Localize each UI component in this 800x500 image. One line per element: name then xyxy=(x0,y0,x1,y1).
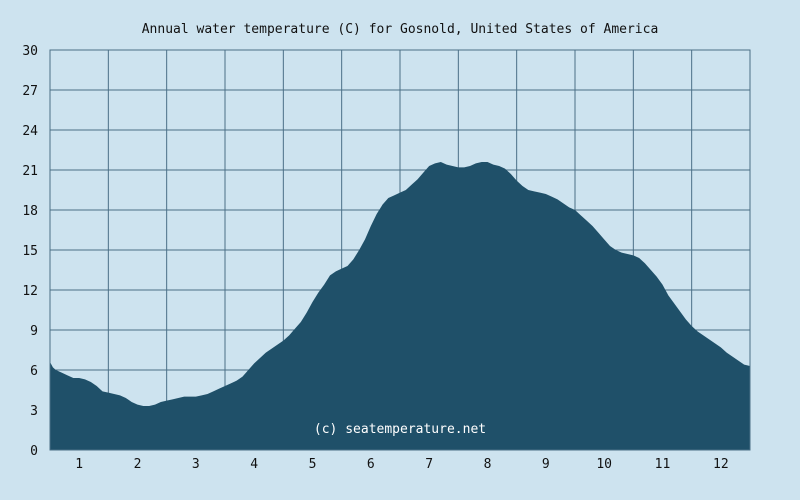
y-tick-label-24: 24 xyxy=(22,124,38,139)
x-tick-label-8: 8 xyxy=(484,457,492,472)
y-tick-label-6: 6 xyxy=(30,364,38,379)
plot-border xyxy=(49,49,751,451)
y-tick-label-0: 0 xyxy=(30,444,38,459)
x-tick-label-4: 4 xyxy=(250,457,258,472)
area-layer xyxy=(50,162,750,450)
y-tick-label-3: 3 xyxy=(30,404,38,419)
x-tick-label-5: 5 xyxy=(309,457,317,472)
x-tick-label-7: 7 xyxy=(425,457,433,472)
y-tick-label-21: 21 xyxy=(22,164,38,179)
x-tick-label-9: 9 xyxy=(542,457,550,472)
y-tick-label-30: 30 xyxy=(22,44,38,59)
plot-border-layer xyxy=(49,49,751,451)
x-axis-ticks: 1 2 3 4 5 6 7 8 9 10 11 12 xyxy=(75,457,728,472)
y-tick-label-18: 18 xyxy=(22,204,38,219)
y-axis-ticks: 0 3 6 9 12 15 18 21 24 27 30 xyxy=(22,44,38,459)
y-tick-label-15: 15 xyxy=(22,244,38,259)
x-tick-label-12: 12 xyxy=(713,457,729,472)
x-tick-label-1: 1 xyxy=(75,457,83,472)
y-tick-label-27: 27 xyxy=(22,84,38,99)
temperature-area xyxy=(50,162,750,450)
chart-title: Annual water temperature (C) for Gosnold… xyxy=(142,22,659,37)
y-tick-label-9: 9 xyxy=(30,324,38,339)
x-tick-label-3: 3 xyxy=(192,457,200,472)
y-tick-label-12: 12 xyxy=(22,284,38,299)
watermark-text: (c) seatemperature.net xyxy=(314,422,486,437)
x-tick-label-10: 10 xyxy=(596,457,612,472)
x-tick-label-11: 11 xyxy=(655,457,671,472)
x-tick-label-2: 2 xyxy=(134,457,142,472)
x-tick-label-6: 6 xyxy=(367,457,375,472)
